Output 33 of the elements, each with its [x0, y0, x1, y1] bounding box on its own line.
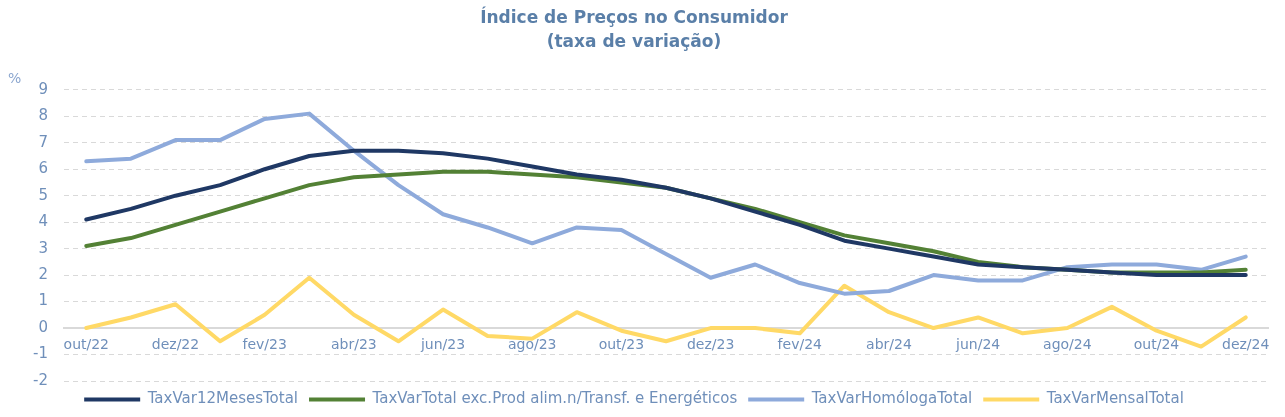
- x-tick-label: dez/23: [686, 336, 735, 353]
- x-tick-label: ago/24: [1043, 336, 1092, 353]
- chart-title: Índice de Preços no Consumidor: [480, 5, 789, 27]
- legend-label: TaxVar12MesesTotal: [146, 389, 299, 408]
- y-tick-label: 9: [38, 79, 48, 98]
- x-tick-label: abr/23: [330, 336, 377, 353]
- x-tick-label: dez/24: [1222, 336, 1270, 353]
- y-tick-label: 3: [38, 238, 48, 257]
- x-tick-label: jun/23: [419, 336, 466, 353]
- chart-subtitle: (taxa de variação): [546, 31, 722, 52]
- x-tick-label: out/22: [63, 336, 110, 353]
- x-tick-label: out/24: [1133, 336, 1180, 353]
- y-tick-label: 0: [38, 317, 48, 336]
- y-tick-label: 2: [38, 265, 48, 283]
- y-tick-label: 5: [38, 185, 48, 204]
- x-tick-label: abr/24: [866, 336, 912, 353]
- y-tick-label: -2: [33, 370, 48, 389]
- y-tick-label: -1: [33, 344, 48, 363]
- y-axis-title: %: [8, 70, 22, 87]
- y-tick-label: 1: [38, 291, 48, 310]
- legend-label: TaxVarMensalTotal: [1045, 389, 1184, 408]
- x-tick-label: fev/24: [777, 336, 823, 353]
- y-tick-label: 6: [38, 159, 48, 178]
- x-tick-label: dez/22: [151, 336, 200, 353]
- legend-label: TaxVarHomólogaTotal: [810, 389, 973, 408]
- y-tick-label: 4: [38, 212, 48, 231]
- y-tick-label: 7: [38, 132, 48, 151]
- x-tick-label: out/23: [598, 336, 645, 353]
- x-tick-label: jun/24: [955, 336, 1001, 353]
- x-tick-label: ago/23: [507, 336, 557, 353]
- x-tick-label: fev/23: [242, 336, 287, 353]
- y-tick-label: 8: [38, 106, 48, 125]
- legend-label: TaxVarTotal exc.Prod alim.n/Transf. e Energéticos: [371, 389, 738, 408]
